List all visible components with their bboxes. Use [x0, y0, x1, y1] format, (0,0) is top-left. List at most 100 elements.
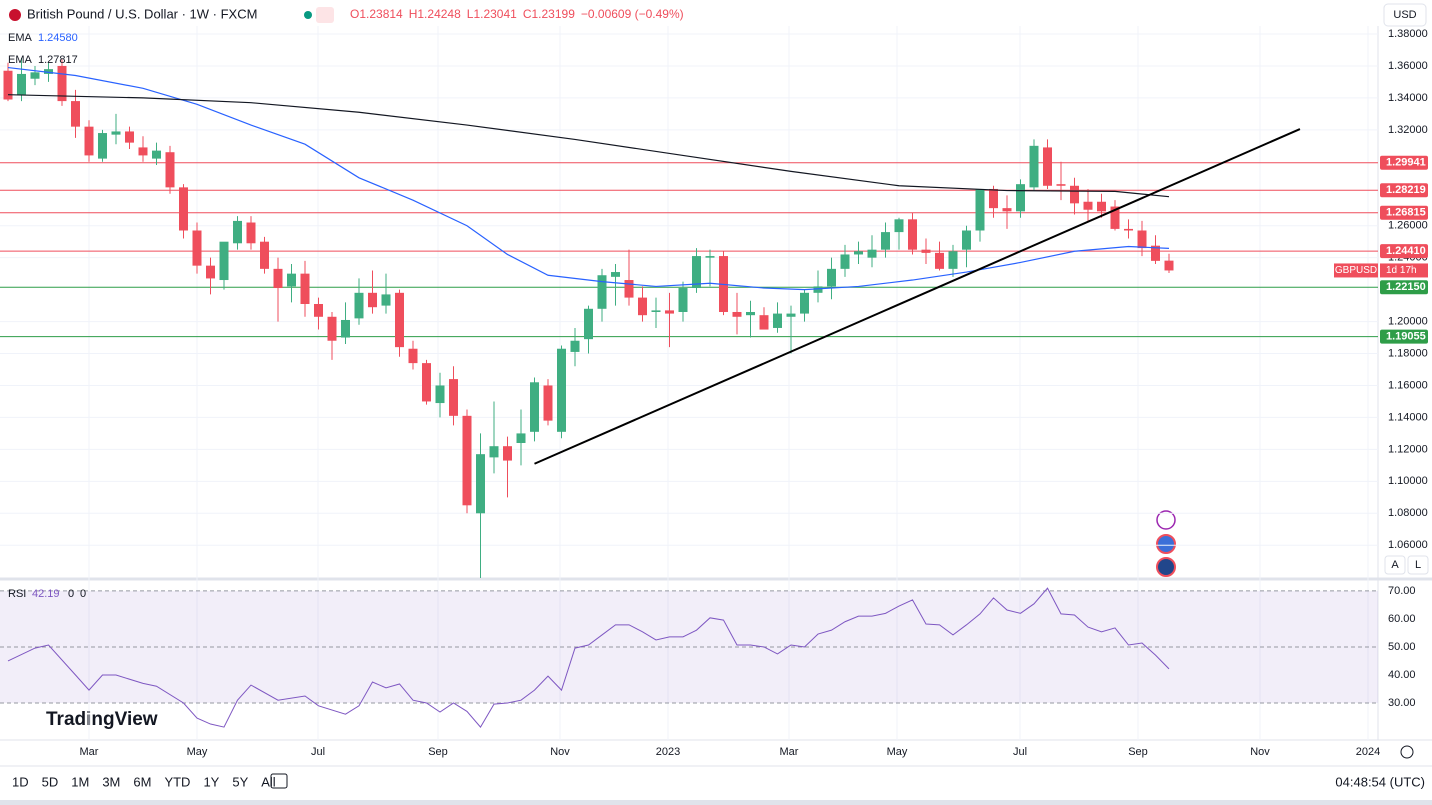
- candle-body: [246, 222, 256, 244]
- x-tick-label: Sep: [428, 746, 448, 758]
- range-button[interactable]: All: [261, 774, 276, 789]
- range-button[interactable]: 1M: [71, 774, 89, 789]
- candle-body: [908, 219, 917, 250]
- candle-body: [152, 150, 161, 159]
- candle-body: [651, 310, 661, 312]
- range-button[interactable]: 5D: [42, 774, 59, 789]
- candle-body: [3, 70, 13, 100]
- candle-body: [827, 268, 836, 287]
- candle-body: [800, 292, 809, 314]
- candle-body: [1124, 228, 1133, 231]
- logo: TradingView: [46, 709, 158, 730]
- candle-body: [975, 188, 985, 231]
- x-tick-label: 2023: [656, 746, 680, 758]
- y-tick-label: 1.08000: [1388, 507, 1428, 519]
- symbol-tag-label: GBPUSD: [1335, 265, 1377, 276]
- candle-body: [354, 292, 364, 319]
- x-tick-label: Mar: [80, 746, 99, 758]
- rsi-param: 0: [68, 588, 74, 600]
- candle-body: [435, 385, 445, 404]
- uk-event-icon[interactable]: [1156, 557, 1176, 577]
- candle-body: [624, 280, 634, 298]
- rsi-tick-label: 40.00: [1388, 669, 1416, 681]
- candle-body: [165, 152, 175, 188]
- x-tick-label: Jul: [311, 746, 325, 758]
- candle-body: [476, 454, 485, 514]
- date-range-icon[interactable]: [270, 773, 288, 789]
- range-button[interactable]: YTD: [164, 774, 190, 789]
- range-button[interactable]: 1D: [12, 774, 29, 789]
- x-tick-label: May: [187, 746, 208, 758]
- candle-body: [1002, 208, 1012, 212]
- y-tick-label: 1.10000: [1388, 475, 1428, 487]
- candle-body: [597, 275, 607, 309]
- candle-body: [530, 382, 539, 432]
- x-tick-label: Nov: [550, 746, 570, 758]
- candle-body: [1097, 201, 1106, 212]
- candle-body: [1164, 260, 1174, 271]
- candle-body: [314, 303, 323, 317]
- candle-body: [30, 72, 40, 79]
- range-button[interactable]: 1Y: [203, 774, 219, 789]
- level-tag: [1380, 205, 1428, 220]
- candle-body: [98, 133, 107, 159]
- range-button[interactable]: 5Y: [232, 774, 248, 789]
- range-button[interactable]: 3M: [102, 774, 120, 789]
- candle-body: [1056, 184, 1066, 186]
- candle-body: [125, 131, 134, 143]
- candle-body: [678, 288, 688, 312]
- rsi-pane: [0, 587, 1378, 728]
- scale-button[interactable]: [1384, 555, 1406, 575]
- candle-body: [813, 286, 823, 293]
- candle-body: [638, 297, 647, 316]
- currency-button[interactable]: [1383, 3, 1427, 27]
- us-event-icon[interactable]: [1156, 534, 1176, 554]
- candle-body: [179, 187, 188, 231]
- candle-body: [543, 385, 553, 421]
- level-tag: [1380, 244, 1428, 259]
- x-tick-label: Nov: [1250, 746, 1270, 758]
- candle-body: [1070, 185, 1079, 204]
- settings-icon[interactable]: [1400, 745, 1414, 759]
- symbol-title: British Pound / U.S. Dollar · 1W · FXCM: [27, 6, 257, 21]
- y-tick-label: 1.14000: [1388, 411, 1428, 423]
- currency-label: USD: [1393, 9, 1416, 21]
- clock: 04:48:54 (UTC): [1335, 774, 1425, 789]
- candle-body: [327, 316, 337, 341]
- level-label: 1.29941: [1386, 157, 1426, 169]
- x-tick-label: Sep: [1128, 746, 1148, 758]
- candle-body: [867, 249, 877, 258]
- rsi-tick-label: 30.00: [1388, 697, 1416, 709]
- level-label: 1.24410: [1386, 245, 1426, 257]
- level-tag: [1380, 155, 1428, 170]
- rsi-tick-label: 60.00: [1388, 613, 1416, 625]
- ema-value: 1.27817: [38, 54, 78, 66]
- ema-name: EMA: [8, 32, 33, 44]
- scale-button[interactable]: [1407, 555, 1429, 575]
- candle-body: [368, 292, 377, 308]
- symbol-tag: [1334, 263, 1378, 278]
- x-tick-label: Mar: [780, 746, 799, 758]
- candle-body: [489, 446, 499, 458]
- y-tick-label: 1.36000: [1388, 60, 1428, 72]
- y-tick-label: 1.34000: [1388, 92, 1428, 104]
- y-tick-label: 1.16000: [1388, 379, 1428, 391]
- candle-body: [1043, 147, 1052, 186]
- level-label: 1.26815: [1386, 207, 1426, 219]
- candle-body: [665, 310, 674, 314]
- candle-body: [584, 308, 593, 340]
- candle-body: [287, 273, 296, 287]
- level-label: 1.19055: [1386, 331, 1426, 343]
- ohlc-value: C1.23199: [523, 7, 575, 21]
- candle-body: [786, 313, 796, 317]
- candle-body: [854, 251, 863, 255]
- ema-line: [7, 94, 1170, 198]
- candle-body: [44, 69, 53, 74]
- candle-body: [84, 126, 94, 156]
- rsi-line: [7, 587, 1170, 728]
- ohlc-value: H1.24248: [409, 7, 461, 21]
- range-button[interactable]: 6M: [133, 774, 151, 789]
- candle-body: [408, 348, 418, 364]
- event-icon[interactable]: [1156, 510, 1176, 530]
